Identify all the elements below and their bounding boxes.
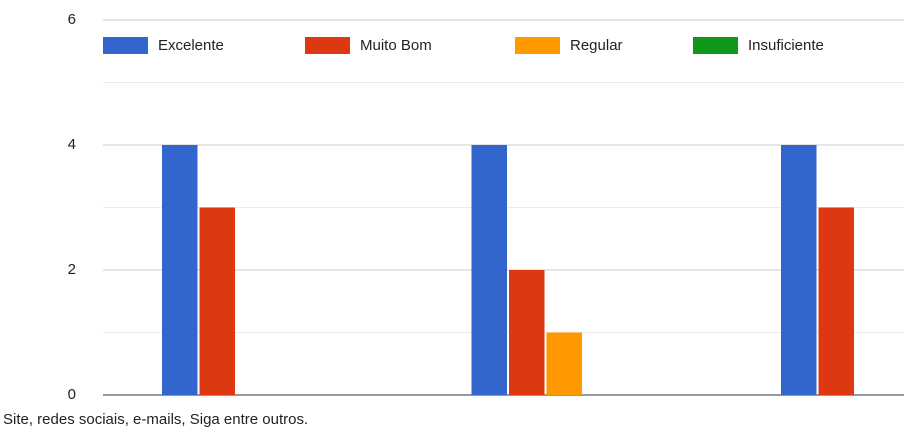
legend-swatch [693, 37, 738, 54]
legend-label: Muito Bom [360, 37, 432, 54]
y-tick-label: 2 [68, 261, 76, 278]
bar [162, 145, 198, 395]
bar [199, 207, 235, 395]
legend-swatch [103, 37, 148, 54]
legend-label: Regular [570, 37, 623, 54]
y-tick-label: 4 [68, 136, 76, 153]
bar [509, 270, 545, 395]
y-tick-label: 6 [68, 11, 76, 28]
bar [546, 332, 582, 395]
bar [818, 207, 854, 395]
legend-swatch [515, 37, 560, 54]
legend-swatch [305, 37, 350, 54]
legend-label: Insuficiente [748, 37, 824, 54]
bar [471, 145, 507, 395]
bar [781, 145, 817, 395]
y-tick-label: 0 [68, 386, 76, 403]
legend-label: Excelente [158, 37, 224, 54]
x-tick-label: Site, redes sociais, e-mails, Siga entre… [3, 411, 308, 428]
